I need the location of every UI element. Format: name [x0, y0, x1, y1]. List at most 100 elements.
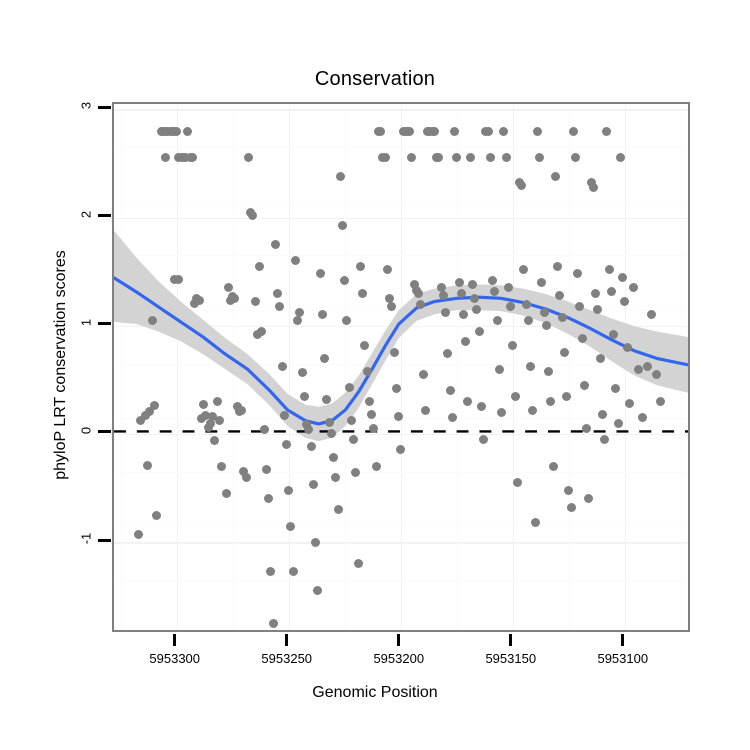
- x-axis-tick: [173, 634, 177, 646]
- data-point: [358, 288, 368, 298]
- data-point: [512, 478, 522, 488]
- data-point: [503, 283, 513, 293]
- data-point: [517, 180, 527, 190]
- data-point: [183, 126, 193, 136]
- data-point: [322, 394, 332, 404]
- data-point: [315, 269, 325, 279]
- y-axis-tick-label: 2: [78, 210, 94, 218]
- y-axis-tick-label: 1: [78, 318, 94, 326]
- data-point: [501, 152, 511, 162]
- data-point: [429, 126, 439, 136]
- y-axis-tick-label: 3: [78, 102, 94, 110]
- gridline-minor-h: [114, 579, 688, 581]
- data-point: [530, 518, 540, 528]
- data-point: [418, 369, 428, 379]
- data-point: [394, 412, 404, 422]
- data-point: [456, 288, 466, 298]
- data-point: [642, 362, 652, 372]
- data-point: [539, 308, 549, 318]
- data-point: [196, 414, 206, 424]
- data-point: [555, 290, 565, 300]
- data-point: [579, 380, 589, 390]
- data-point: [290, 256, 300, 266]
- gridline-minor-h: [114, 363, 688, 365]
- data-point: [508, 340, 518, 350]
- data-point: [385, 294, 395, 304]
- data-point: [268, 618, 278, 628]
- data-point: [465, 152, 475, 162]
- data-point: [273, 288, 283, 298]
- data-point: [308, 480, 318, 490]
- data-point: [329, 453, 339, 463]
- data-point: [275, 301, 285, 311]
- data-point: [317, 310, 327, 320]
- x-axis-tick-label: 5953300: [149, 651, 201, 666]
- gridline-v: [288, 104, 291, 630]
- data-point: [261, 465, 271, 475]
- data-point: [606, 286, 616, 296]
- data-point: [622, 342, 632, 352]
- x-axis-tick-label: 5953100: [597, 651, 649, 666]
- data-point: [443, 349, 453, 359]
- data-point: [369, 423, 379, 433]
- data-point: [217, 461, 227, 471]
- x-axis-tick: [621, 634, 625, 646]
- data-point: [483, 126, 493, 136]
- data-point: [438, 290, 448, 300]
- data-point: [362, 366, 372, 376]
- data-point: [243, 152, 253, 162]
- data-point: [136, 416, 146, 426]
- data-point: [320, 353, 330, 363]
- gridline-minor-h: [114, 471, 688, 473]
- y-axis-tick-label: -1: [78, 532, 94, 545]
- data-point: [344, 382, 354, 392]
- data-point: [526, 362, 536, 372]
- data-point: [656, 396, 666, 406]
- data-point: [544, 366, 554, 376]
- data-point: [353, 559, 363, 569]
- data-point: [629, 283, 639, 293]
- data-point: [333, 505, 343, 515]
- data-point: [564, 485, 574, 495]
- y-axis-label: phyloP LRT conservation scores: [52, 250, 69, 480]
- x-axis-tick: [285, 634, 289, 646]
- data-point: [241, 472, 251, 482]
- data-point: [270, 240, 280, 250]
- data-point: [313, 586, 323, 596]
- data-point: [205, 418, 215, 428]
- data-point: [212, 396, 222, 406]
- data-point: [355, 261, 365, 271]
- data-point: [371, 461, 381, 471]
- data-point: [613, 418, 623, 428]
- data-point: [588, 182, 598, 192]
- data-point: [335, 171, 345, 181]
- data-point: [293, 315, 303, 325]
- data-point: [376, 126, 386, 136]
- data-point: [297, 367, 307, 377]
- data-point: [277, 362, 287, 372]
- data-point: [349, 434, 359, 444]
- data-point: [454, 277, 464, 287]
- data-point: [342, 315, 352, 325]
- gridline-minor-v: [120, 104, 122, 630]
- x-axis-tick-label: 5953150: [485, 651, 537, 666]
- data-point: [248, 210, 258, 220]
- data-point: [239, 467, 249, 477]
- gridline-minor-v: [344, 104, 346, 630]
- data-point: [541, 321, 551, 331]
- data-point: [490, 286, 500, 296]
- data-point: [259, 425, 269, 435]
- data-point: [264, 494, 274, 504]
- data-point: [591, 288, 601, 298]
- data-point: [548, 461, 558, 471]
- data-point: [532, 126, 542, 136]
- data-point: [492, 315, 502, 325]
- data-point: [609, 329, 619, 339]
- data-point: [602, 126, 612, 136]
- data-point: [615, 152, 625, 162]
- data-point: [463, 396, 473, 406]
- data-point: [497, 407, 507, 417]
- data-point: [559, 348, 569, 358]
- data-point: [416, 299, 426, 309]
- y-axis-tick: [98, 538, 111, 542]
